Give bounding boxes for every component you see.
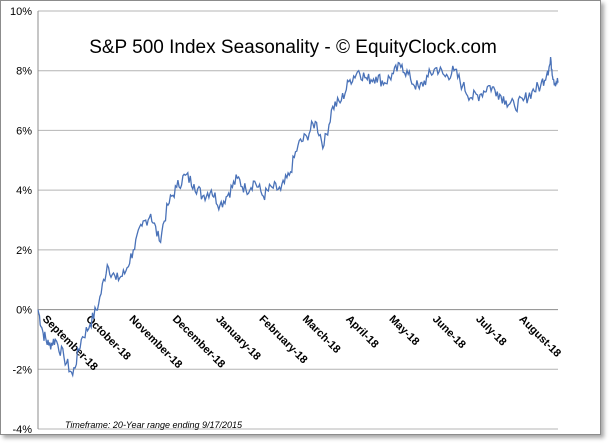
y-tick-label: -2% bbox=[12, 364, 32, 376]
x-tick-label: June-18 bbox=[430, 313, 468, 351]
y-tick-label: -4% bbox=[12, 424, 32, 436]
x-tick-label: March-18 bbox=[300, 313, 343, 356]
y-tick-label: 0% bbox=[16, 305, 32, 317]
series-line bbox=[37, 57, 559, 378]
seasonality-chart: 10% 8% 6% 4% 2% 0% -2% -4% September-18October-… bbox=[10, 6, 563, 436]
x-tick-label: April-18 bbox=[343, 313, 380, 350]
y-tick-label: 8% bbox=[16, 66, 32, 78]
y-tick-label: 2% bbox=[16, 245, 32, 257]
chart-frame: 10% 8% 6% 4% 2% 0% -2% -4% September-18 October-… bbox=[0, 0, 601, 436]
y-tick-label: 4% bbox=[16, 185, 32, 197]
x-tick-label: August-18 bbox=[517, 313, 564, 360]
chart-title: S&P 500 Index Seasonality - © EquityCloc… bbox=[89, 37, 497, 58]
x-tick-label: July-18 bbox=[473, 313, 508, 348]
y-tick-label: 6% bbox=[16, 125, 32, 137]
x-tick-labels: September-18October-18November-18Decembe… bbox=[40, 313, 563, 373]
grid-lines bbox=[38, 10, 558, 430]
y-tick-label: 10% bbox=[10, 6, 32, 18]
x-tick-label: May-18 bbox=[387, 313, 422, 348]
timeframe-footnote: Timeframe: 20-Year range ending 9/17/201… bbox=[65, 420, 243, 430]
y-tick-labels: 10% 8% 6% 4% 2% 0% -2% -4% bbox=[10, 6, 32, 436]
